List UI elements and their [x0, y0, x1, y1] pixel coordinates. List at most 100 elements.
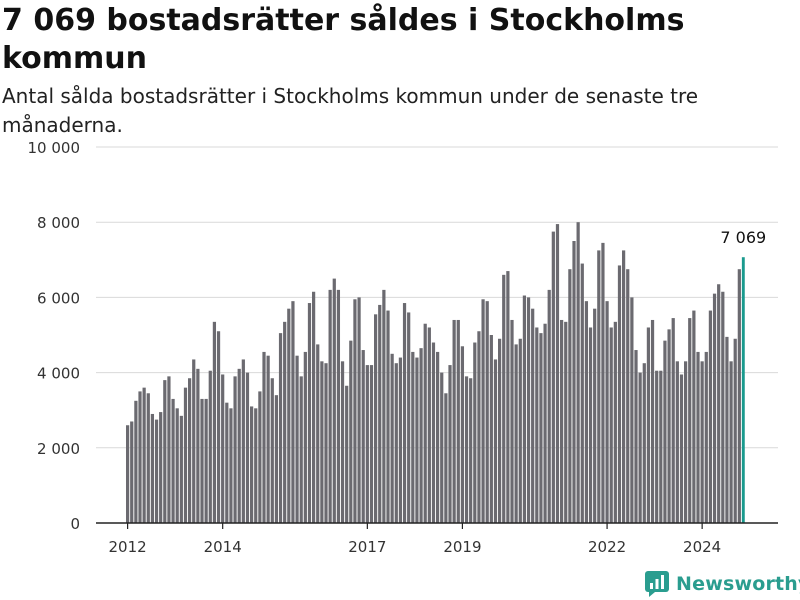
bar: [473, 342, 477, 523]
bar: [254, 408, 258, 523]
bar: [547, 289, 551, 523]
bar: [378, 304, 382, 523]
bar: [597, 250, 601, 523]
bar: [208, 370, 212, 523]
bar: [506, 271, 510, 523]
bar: [522, 295, 527, 523]
bar: [655, 370, 659, 523]
y-tick-label: 4 000: [37, 365, 80, 383]
bar: [688, 318, 692, 523]
bar: [316, 344, 320, 523]
bar: [266, 355, 270, 523]
bar: [464, 376, 469, 523]
bar: [440, 372, 444, 523]
bar: [452, 319, 456, 523]
bar: [192, 359, 196, 523]
bar: [514, 344, 518, 523]
bar: [684, 361, 688, 523]
bar: [663, 340, 667, 523]
bar: [167, 376, 171, 523]
x-tick-label: 2019: [443, 538, 481, 556]
bar: [200, 398, 204, 523]
bar: [531, 308, 535, 523]
chart-subtitle: Antal sålda bostadsrätter i Stockholms k…: [2, 84, 699, 137]
bar: [481, 299, 485, 523]
bar: [456, 319, 460, 523]
bar: [518, 338, 522, 523]
bar: [535, 327, 539, 523]
bar: [250, 406, 254, 523]
bar: [423, 323, 427, 523]
bar: [394, 363, 398, 523]
highlight-value-label: 7 069: [720, 228, 766, 247]
bar: [419, 348, 423, 523]
x-tick-label: 2017: [348, 538, 386, 556]
bar: [126, 425, 130, 523]
bar: [175, 408, 179, 523]
bar: [386, 310, 390, 523]
bar: [700, 361, 704, 523]
bar: [390, 353, 394, 523]
bar: [146, 393, 150, 523]
bar: [374, 314, 378, 523]
bar: [584, 301, 589, 523]
bar: [580, 263, 584, 523]
bar: [221, 374, 225, 523]
bar: [555, 224, 560, 523]
bar: [617, 265, 622, 523]
bar: [502, 274, 506, 523]
bar: [229, 408, 233, 523]
y-tick-label: 2 000: [37, 440, 80, 458]
newsworthy-logo-icon: [645, 571, 669, 597]
bar: [609, 327, 613, 523]
bar: [642, 363, 646, 523]
bar: [349, 340, 353, 523]
bar: [696, 351, 700, 523]
bar: [225, 402, 229, 523]
x-tick-label: 2014: [204, 538, 242, 556]
bar: [299, 376, 303, 523]
bar: [142, 387, 146, 523]
bar: [159, 412, 163, 523]
bar: [692, 310, 696, 523]
bar: [626, 269, 630, 523]
bar: [568, 269, 572, 523]
bar: [485, 301, 489, 523]
bar: [493, 359, 498, 523]
x-tick-label: 2012: [109, 538, 147, 556]
y-tick-label: 6 000: [37, 289, 80, 307]
bar: [659, 370, 663, 523]
bar: [576, 222, 580, 523]
bar: [407, 312, 411, 523]
y-tick-label: 0: [70, 515, 80, 533]
bar: [572, 241, 576, 523]
bar: [196, 368, 200, 523]
bar: [704, 351, 708, 523]
bar: [712, 293, 717, 523]
brand-name: Newsworthy: [676, 573, 800, 595]
bar: [345, 385, 349, 523]
bar: [733, 338, 737, 523]
bar: [332, 278, 336, 523]
bar: [398, 357, 403, 523]
bar: [245, 372, 250, 523]
bar: [188, 378, 192, 523]
bar: [630, 297, 634, 523]
bar: [361, 350, 365, 523]
bar: [601, 242, 605, 523]
bar: [171, 398, 175, 523]
bar: [489, 335, 493, 523]
bar: [588, 327, 593, 523]
bar: [150, 413, 155, 523]
bar: [411, 351, 415, 523]
bar: [278, 333, 283, 523]
bar: [216, 331, 221, 523]
bar: [539, 333, 543, 523]
bar: [134, 400, 138, 523]
bar: [241, 359, 245, 523]
bar: [382, 289, 386, 523]
bar: [154, 419, 159, 523]
bar: [526, 297, 531, 523]
bar: [469, 378, 473, 523]
